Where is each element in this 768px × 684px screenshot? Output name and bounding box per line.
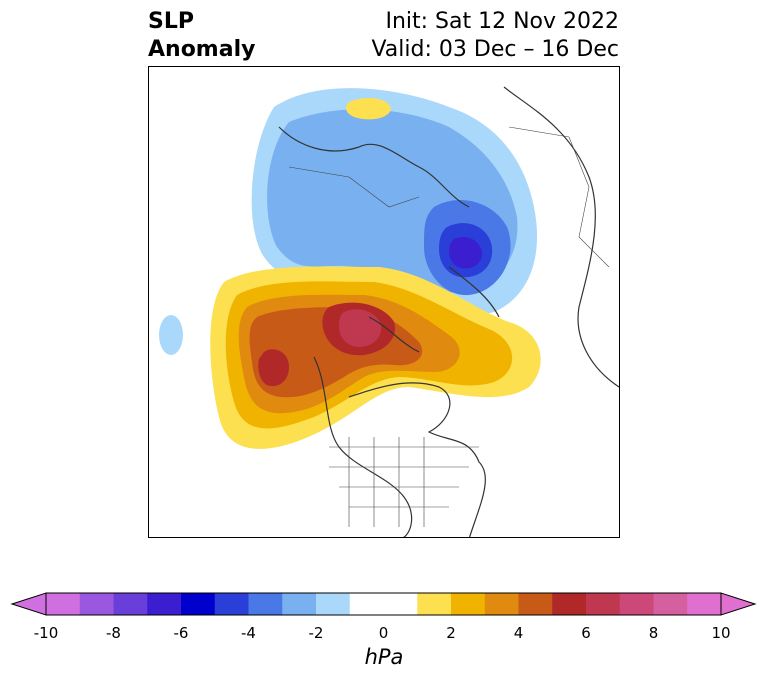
colorbar-cell [316, 593, 351, 615]
colorbar-cell [147, 593, 182, 615]
colorbar-cell [248, 593, 283, 615]
colorbar [10, 592, 757, 616]
anomaly-map [159, 86, 619, 537]
colorbar-tick-label: -6 [173, 624, 189, 642]
colorbar-tick-label: 8 [648, 624, 659, 642]
colorbar-extend-left [10, 592, 47, 616]
colorbar-cell [349, 593, 384, 615]
init-date: Init: Sat 12 Nov 2022 [385, 9, 619, 34]
colorbar-cell [383, 593, 418, 615]
map-panel [148, 66, 620, 538]
colorbar-cell [113, 593, 148, 615]
colorbar-cell [653, 593, 688, 615]
valid-range: Valid: 03 Dec – 16 Dec [371, 37, 619, 62]
colorbar-cell [181, 593, 216, 615]
title-subtitle: Anomaly [148, 37, 256, 62]
colorbar-cell [552, 593, 587, 615]
colorbar-cell [484, 593, 519, 615]
colorbar-extend-right [720, 592, 757, 616]
colorbar-tick-label: 0 [378, 624, 389, 642]
colorbar-tick-label: -4 [241, 624, 256, 642]
colorbar-outline [45, 592, 722, 616]
title-variable: SLP [148, 9, 194, 34]
positive-anomaly-region [210, 266, 541, 449]
coastlines [278, 86, 619, 537]
colorbar-cell [282, 593, 317, 615]
colorbar-cell [586, 593, 621, 615]
colorbar-cell [687, 593, 722, 615]
colorbar-cell [79, 593, 114, 615]
title-left: SLP Anomaly [148, 8, 255, 64]
colorbar-cell [417, 593, 452, 615]
colorbar-cells [46, 593, 722, 615]
country-borders [288, 126, 610, 527]
colorbar-unit: hPa [364, 645, 404, 669]
colorbar-cell [46, 593, 81, 615]
colorbar-tick-label: -2 [308, 624, 324, 642]
colorbar-tick-label: 4 [513, 624, 524, 642]
negative-anomaly-region [159, 88, 538, 355]
colorbar-tick-label: 6 [581, 624, 591, 642]
colorbar-tick-label: 2 [446, 624, 456, 642]
small-positive-patch [346, 97, 391, 120]
colorbar-cell [214, 593, 249, 615]
colorbar-tick-label: -10 [33, 624, 59, 642]
colorbar-cell [619, 593, 654, 615]
colorbar-cell [451, 593, 486, 615]
colorbar-tick-label: 10 [711, 624, 731, 642]
colorbar-cell [518, 593, 553, 615]
colorbar-tick-label: -8 [106, 624, 121, 642]
title-right: Init: Sat 12 Nov 2022 Valid: 03 Dec – 16… [371, 8, 619, 64]
